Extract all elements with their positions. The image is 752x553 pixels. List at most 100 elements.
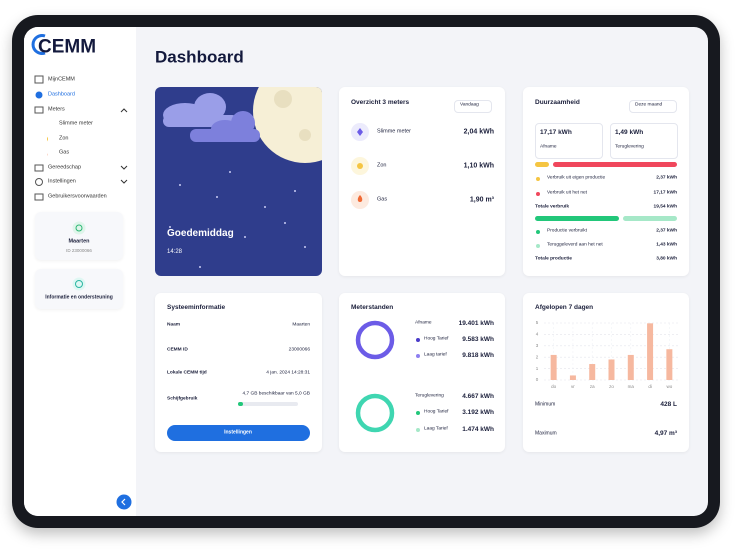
card-title: Systeeminformatie (167, 303, 226, 311)
stat-value: 428 L (660, 400, 677, 408)
meter-label: Slimme meter (377, 128, 411, 135)
collapse-button[interactable] (116, 494, 132, 510)
bar (647, 323, 654, 380)
row-value: 17,17 kWh (653, 190, 677, 196)
user-icon (72, 221, 86, 235)
period-dropdown[interactable] (629, 100, 677, 113)
info-value: 4,7 GB beschikbaar van 5,0 GB (242, 391, 310, 397)
stat-box (610, 123, 678, 159)
y-tick-label: 2 (536, 354, 539, 359)
meter-label: Gas (377, 196, 388, 203)
card-title: Meterstanden (351, 303, 394, 311)
bar (569, 375, 576, 380)
y-tick-label: 1 (536, 366, 539, 371)
y-tick-label: 4 (536, 332, 539, 337)
support-icon (72, 277, 86, 291)
period-dropdown[interactable] (454, 100, 492, 113)
nav-item[interactable]: Meters (48, 106, 65, 113)
user-card (35, 212, 123, 260)
stat-value: 4,97 m³ (654, 429, 677, 437)
user-name: Maarten (68, 238, 90, 245)
group-label: Afname (415, 320, 432, 326)
period: Vandaag (460, 102, 479, 108)
total-value: 3,80 kWh (656, 256, 677, 262)
sustainability-card (523, 87, 689, 276)
meter-value: 2,04 kWh (463, 128, 494, 136)
card-title: Duurzaamheid (535, 98, 580, 106)
info-label: Lokale CEMM tijd (167, 370, 207, 376)
row-value: 2,37 kWh (656, 175, 677, 181)
row-label: Verbruik uit het net (547, 190, 587, 196)
bar (550, 354, 557, 380)
info-value: Maarten (292, 322, 310, 328)
logo-arc (31, 34, 46, 55)
page-title: Dashboard (155, 47, 244, 67)
tariff-value: 3.192 kWh (462, 408, 494, 416)
total-label: Totale productie (535, 256, 572, 262)
logo: CEMM (38, 36, 97, 58)
row-label: Productie verbruikt (547, 228, 587, 234)
button-label[interactable]: Instellingen (224, 429, 252, 436)
x-tick-label: do (551, 384, 557, 389)
x-tick-label: zo (609, 384, 614, 389)
sustainability-bars (535, 162, 677, 248)
group-value: 19.401 kWh (458, 319, 494, 327)
nav-item[interactable]: MijnCEMM (48, 76, 75, 83)
nav-subitem[interactable]: Slimme meter (59, 120, 93, 127)
tariff-label: Laag Tarief (424, 426, 448, 432)
meters-card (339, 87, 505, 276)
tariff-value: 9.818 kWh (462, 351, 494, 359)
group-label: Teruglevering (415, 393, 444, 399)
meter-label: Zon (377, 162, 387, 169)
x-tick-label: vr (571, 384, 575, 389)
week-chart: 0 1 2 3 4 5 do vr za zo ma di wo (536, 320, 679, 389)
y-tick-label: 0 (536, 377, 539, 382)
greeting-time: 14:28 (167, 249, 183, 255)
x-tick-label: ma (628, 384, 635, 389)
tariff-label: Hoog Tarief (424, 336, 449, 342)
row-value: 2,37 kWh (656, 228, 677, 234)
stat-label: Teruglevering (615, 144, 644, 150)
meter-value: 1,10 kWh (463, 162, 494, 170)
nav-item[interactable]: Dashboard (48, 91, 75, 98)
greeting-illustration (155, 87, 322, 276)
x-tick-label: wo (666, 384, 672, 389)
bar (627, 354, 634, 380)
bar (666, 349, 673, 380)
reading-rings (355, 320, 420, 433)
x-tick-label: di (648, 384, 652, 389)
nav-icons (34, 75, 48, 201)
tariff-label: Hoog Tarief (424, 409, 449, 415)
stat-label: Maximum (535, 430, 557, 437)
meter-value: 1,90 m³ (469, 196, 494, 204)
stat-box (535, 123, 603, 159)
info-label: CEMM ID (167, 347, 188, 353)
stat-value: 17,17 kWh (540, 128, 572, 136)
info-value: 23000066 (288, 347, 310, 353)
greeting: Goedemiddag (167, 228, 234, 239)
bar (608, 359, 615, 380)
card-title: Overzicht 3 meters (351, 98, 410, 106)
nav-item[interactable]: Gebruikersvoorwaarden (48, 193, 107, 200)
settings-button[interactable] (167, 425, 310, 441)
card-title: Afgelopen 7 dagen (535, 303, 594, 311)
stat-label: Minimum (535, 401, 556, 408)
tariff-value: 9.583 kWh (462, 335, 494, 343)
row-label: Verbruik uit eigen productie (547, 175, 606, 181)
info-value: 4 jan. 2024 14:28:31 (266, 370, 310, 376)
total-value: 19,54 kWh (653, 204, 677, 210)
tariff-label: Laag tarief (424, 352, 447, 358)
info-label: Schijfgebruik (167, 396, 198, 402)
support-text: Informatie en ondersteuning (45, 294, 113, 301)
nav-item[interactable]: Gereedschap (48, 164, 82, 171)
row-value: 1,43 kWh (656, 242, 677, 248)
nav-subitem[interactable]: Gas (59, 149, 70, 156)
nav-subitem[interactable]: Zon (59, 135, 69, 142)
nav-item[interactable]: Instellingen (48, 178, 76, 185)
x-tick-label: za (590, 384, 595, 389)
y-tick-label: 5 (536, 320, 539, 325)
y-tick-label: 3 (536, 343, 539, 348)
row-label: Teruggeleverd aan het net (547, 242, 603, 248)
meter-icons (351, 123, 369, 209)
